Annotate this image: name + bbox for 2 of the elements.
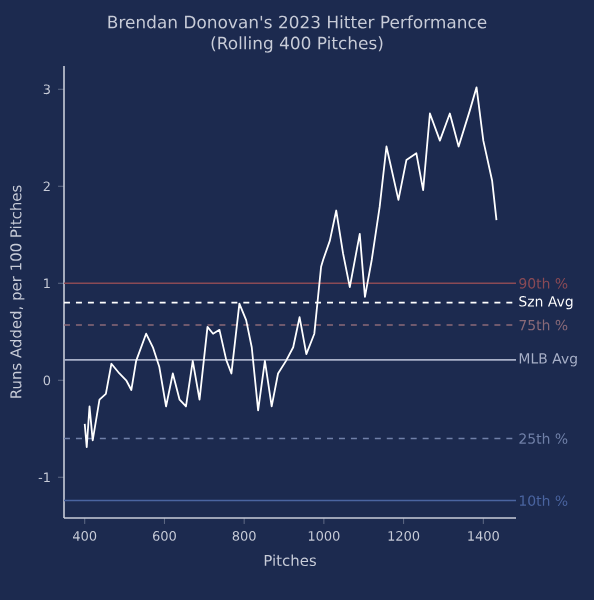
chart-title: Brendan Donovan's 2023 Hitter Performance	[108, 15, 487, 29]
chart-subtitle: (Rolling 400 Pitches)	[211, 36, 383, 53]
